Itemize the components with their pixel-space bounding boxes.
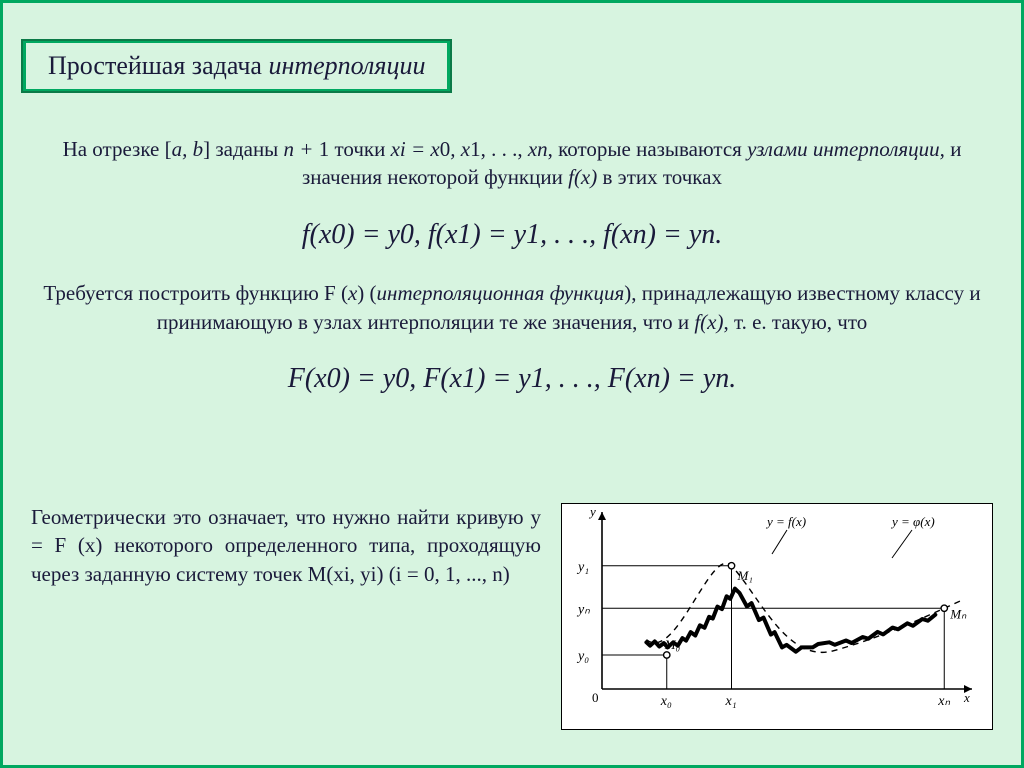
p1-fx: f(x)	[568, 165, 597, 189]
equation-1: f(x0) = y0, f(x1) = y1, . . ., f(xn) = y…	[31, 216, 993, 254]
p3-s4: )	[503, 562, 510, 586]
slide-title: Простейшая задача интерполяции	[26, 43, 447, 89]
body: На отрезке [a, b] заданы n + 1 точки xi …	[31, 135, 993, 424]
p3-F: F (	[55, 533, 85, 557]
p2-fx: f(x)	[694, 310, 723, 334]
p2-s2: ) (	[357, 281, 376, 305]
p1-one: 1 точки	[319, 137, 391, 161]
p1-s1: На отрезке [	[63, 137, 172, 161]
svg-text:x: x	[963, 690, 970, 705]
paragraph-3: Геометрически это означает, что нужно на…	[31, 503, 541, 588]
svg-text:Mₙ: Mₙ	[949, 606, 967, 621]
p1-a: a, b	[172, 137, 204, 161]
paragraph-2: Требуется построить функцию F (x) (интер…	[31, 279, 993, 336]
p3-vals: 0, 1, ...,	[424, 562, 492, 586]
p3-s1: Геометрически это означает, что нужно на…	[31, 505, 531, 529]
paragraph-1: На отрезке [a, b] заданы n + 1 точки xi …	[31, 135, 993, 192]
svg-text:yₙ: yₙ	[576, 602, 590, 617]
p2-s1: Требуется построить функцию F (	[43, 281, 348, 305]
eq2-text: F(x0) = y0, F(x1) = y1, . . ., F(xn) = y…	[288, 363, 737, 394]
equation-2: F(x0) = y0, F(x1) = y1, . . ., F(xn) = y…	[31, 360, 993, 398]
p1-s7: в этих точках	[597, 165, 722, 189]
p1-z: 0	[440, 137, 451, 161]
svg-text:y = φ(x): y = φ(x)	[890, 514, 935, 529]
title-italic: интерполяции	[268, 51, 425, 80]
svg-text:y: y	[588, 504, 596, 519]
figure-svg: M₀ x₀ y₀ M₁ x₁ y₁ Mₙ xₙ yₙ y = f(x) y = φ(x) y x 0	[562, 504, 992, 729]
title-box: Простейшая задача интерполяции	[21, 39, 452, 93]
p1-s3: , x	[450, 137, 470, 161]
p3-x: x	[85, 533, 96, 557]
p1-xn: xn	[528, 137, 548, 161]
svg-text:xₙ: xₙ	[937, 694, 950, 709]
slide: Простейшая задача интерполяции На отрезк…	[0, 0, 1024, 768]
p1-xi: xi = x	[391, 137, 440, 161]
p2-i1: интерполяционная функция	[377, 281, 625, 305]
svg-text:y₀: y₀	[576, 649, 589, 664]
p2-x: x	[348, 281, 357, 305]
title-plain: Простейшая задача	[48, 51, 268, 80]
eq1-text: f(x0) = y0, f(x1) = y1, . . ., f(xn) = y…	[302, 219, 723, 250]
svg-text:y₁: y₁	[576, 560, 589, 575]
p1-n: n +	[284, 137, 319, 161]
p1-s2: ] заданы	[203, 137, 283, 161]
p3-s3: ) (	[377, 562, 396, 586]
p3-n: n	[492, 562, 503, 586]
p1-i1: узлами интерполяции,	[747, 137, 945, 161]
svg-text:0: 0	[592, 690, 599, 705]
p2-s4: , т. е. такую, что	[723, 310, 867, 334]
svg-text:M₀: M₀	[664, 637, 680, 652]
svg-text:M₁: M₁	[737, 568, 753, 583]
p3-xi: xi, yi	[333, 562, 376, 586]
svg-text:y = f(x): y = f(x)	[765, 514, 806, 529]
svg-text:x₀: x₀	[660, 694, 672, 709]
p1-s5: , которые называются	[548, 137, 747, 161]
interpolation-figure: M₀ x₀ y₀ M₁ x₁ y₁ Mₙ xₙ yₙ y = f(x) y = φ(x) y x 0	[561, 503, 993, 730]
lower-row: Геометрически это означает, что нужно на…	[31, 503, 993, 730]
p1-s3b: 1	[470, 137, 481, 161]
p1-s4: , . . .,	[481, 137, 528, 161]
p3-i: i =	[396, 562, 424, 586]
svg-text:x₁: x₁	[725, 694, 737, 709]
